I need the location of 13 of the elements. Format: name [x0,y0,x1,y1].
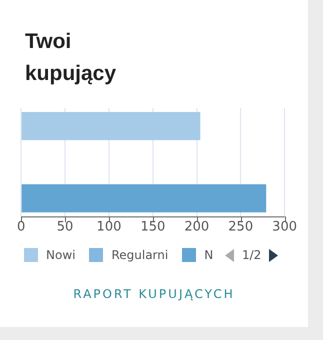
x-tick-label: 0 [16,220,26,235]
chart-title: Twoi kupujący [25,29,118,87]
x-tick-label: 250 [228,220,254,235]
legend-label: Nowi [46,248,76,262]
x-tick-label: 300 [272,220,298,235]
text: 1/2 [242,248,262,262]
x-tick-label: 200 [184,220,210,235]
legend-label: N [204,248,214,262]
legend-label: Regularni [111,248,168,262]
x-tick-label: 100 [96,220,122,235]
text: RAPORT KUPUJĄCYCH [72,287,236,301]
x-tick-label: 50 [56,220,74,235]
x-tick-label: 150 [140,220,166,235]
